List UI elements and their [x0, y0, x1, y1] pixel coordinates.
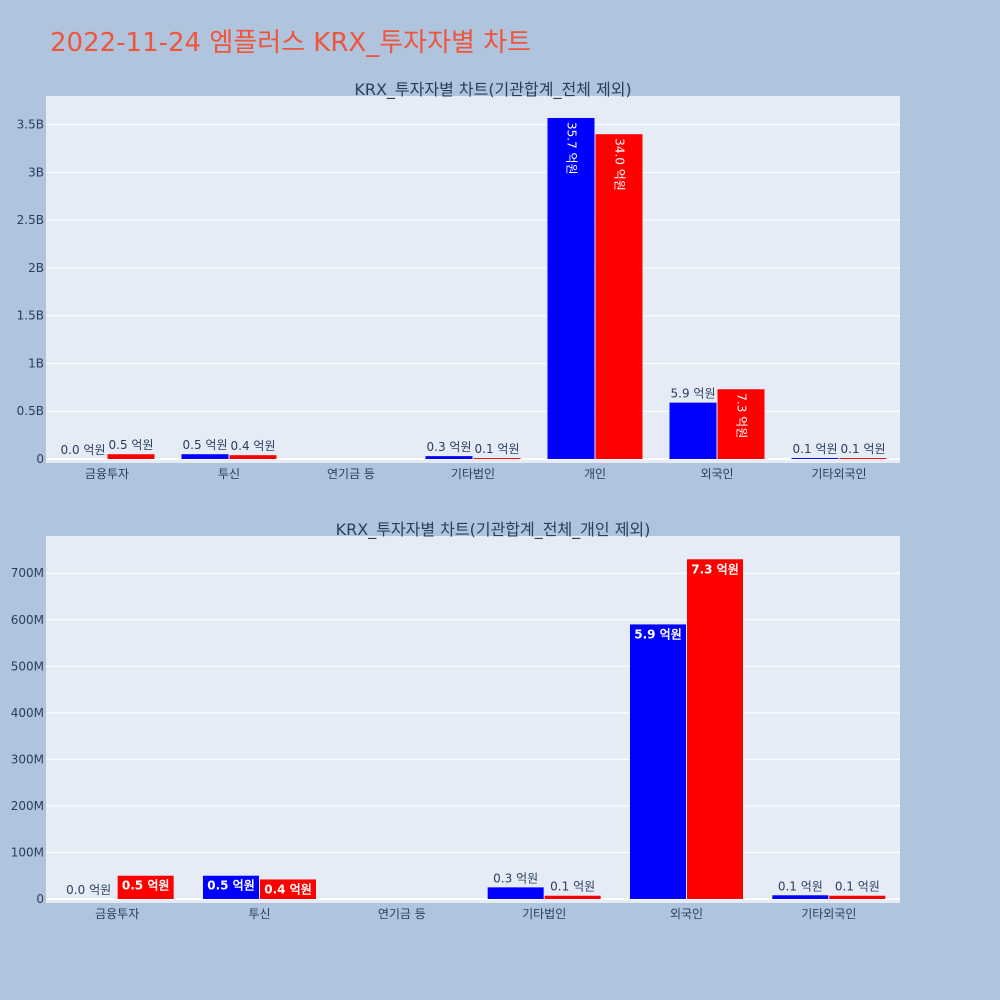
chart1-ytick-label: 0 — [36, 452, 44, 466]
chart2-bar — [687, 559, 743, 899]
chart1-data-label: 0.4 억원 — [231, 439, 276, 453]
chart2-ytick-label: 400M — [11, 706, 44, 720]
chart1-data-label: 0.3 억원 — [427, 440, 472, 454]
chart1-title: KRX_투자자별 차트(기관합계_전체 제외) — [354, 80, 631, 100]
chart1-ytick-label: 2B — [28, 261, 44, 275]
chart2-bar — [487, 887, 544, 899]
chart1-data-label: 35.7 억원 — [565, 122, 579, 175]
page-title: 2022-11-24 엠플러스 KRX_투자자별 차트 — [50, 28, 532, 58]
chart1-bar — [181, 454, 229, 459]
chart2-ytick-label: 0 — [36, 892, 44, 906]
chart1-bar — [425, 456, 473, 459]
chart2-data-label: 0.3 억원 — [493, 871, 538, 885]
chart2-bar — [544, 895, 601, 899]
chart2-data-label: 5.9 억원 — [634, 627, 682, 641]
chart2-bar — [203, 875, 259, 899]
chart2-xtick-label: 기타법인 — [522, 907, 566, 921]
chart2-xtick-label: 금융투자 — [95, 907, 139, 921]
chart2-ytick-label: 300M — [11, 752, 44, 766]
chart1-ytick-label: 1.5B — [17, 309, 44, 323]
chart1-plot-area — [46, 96, 900, 463]
chart2-ytick-label: 700M — [11, 566, 44, 580]
chart2-plot-area — [46, 536, 900, 903]
chart1-data-label: 5.9 억원 — [671, 387, 716, 401]
chart2-data-label: 7.3 억원 — [691, 562, 739, 576]
chart1-bar — [839, 458, 887, 459]
chart2-bar — [260, 879, 316, 899]
chart1-data-label: 34.0 억원 — [613, 138, 627, 191]
chart1-xtick-label: 기타외국인 — [811, 467, 866, 481]
chart1-bar — [595, 134, 643, 460]
chart1-data-label: 0.5 억원 — [109, 438, 154, 452]
chart1-ytick-label: 3.5B — [17, 118, 44, 132]
chart2-xtick-label: 기타외국인 — [801, 907, 856, 921]
chart1-xtick-label: 금융투자 — [85, 467, 129, 481]
chart1-bar — [791, 458, 839, 459]
chart2-bar — [829, 895, 886, 899]
chart1-ytick-label: 3B — [28, 165, 44, 179]
chart1-data-label: 0.1 억원 — [841, 442, 886, 456]
chart1-xtick-label: 연기금 등 — [327, 467, 375, 481]
chart2-data-label: 0.4 억원 — [264, 882, 312, 896]
chart1-data-label: 0.5 억원 — [183, 438, 228, 452]
chart1-data-label: 7.3 억원 — [735, 393, 749, 438]
chart2-data-label: 0.1 억원 — [778, 879, 823, 893]
chart1-xtick-label: 외국인 — [700, 467, 733, 481]
chart1-ytick-label: 1B — [28, 356, 44, 370]
chart2-data-label: 0.1 억원 — [835, 880, 880, 894]
chart1-data-label: 0.0 억원 — [61, 443, 106, 457]
chart1-xtick-label: 투신 — [218, 467, 240, 481]
chart2-ytick-label: 200M — [11, 799, 44, 813]
chart2-xtick-label: 투신 — [248, 907, 270, 921]
chart2-ytick-label: 500M — [11, 659, 44, 673]
chart1-bar — [547, 117, 595, 459]
chart2-xtick-label: 외국인 — [670, 907, 703, 921]
chart2-data-label: 0.5 억원 — [122, 879, 170, 893]
chart1-data-label: 0.1 억원 — [793, 442, 838, 456]
chart2-ytick-label: 600M — [11, 613, 44, 627]
chart2-data-label: 0.0 억원 — [66, 883, 111, 897]
chart2-bar — [630, 624, 686, 899]
chart1-bar — [107, 454, 155, 459]
chart1-ytick-label: 0.5B — [17, 404, 44, 418]
chart2-xtick-label: 연기금 등 — [378, 907, 426, 921]
chart2-data-label: 0.5 억원 — [207, 879, 255, 893]
chart2-bar — [117, 875, 174, 899]
chart1-bar — [669, 402, 717, 459]
chart1-xtick-label: 개인 — [584, 467, 606, 481]
chart1-bar — [473, 458, 521, 459]
chart2-ytick-label: 100M — [11, 845, 44, 859]
chart1-ytick-label: 2.5B — [17, 213, 44, 227]
chart2-bar — [772, 895, 829, 899]
chart2-data-label: 0.1 억원 — [550, 880, 595, 894]
chart2-title: KRX_투자자별 차트(기관합계_전체_개인 제외) — [336, 520, 651, 540]
chart1-xtick-label: 기타법인 — [451, 467, 495, 481]
chart1-bar — [229, 455, 277, 459]
chart1-data-label: 0.1 억원 — [475, 442, 520, 456]
chart1-bar — [717, 389, 765, 459]
